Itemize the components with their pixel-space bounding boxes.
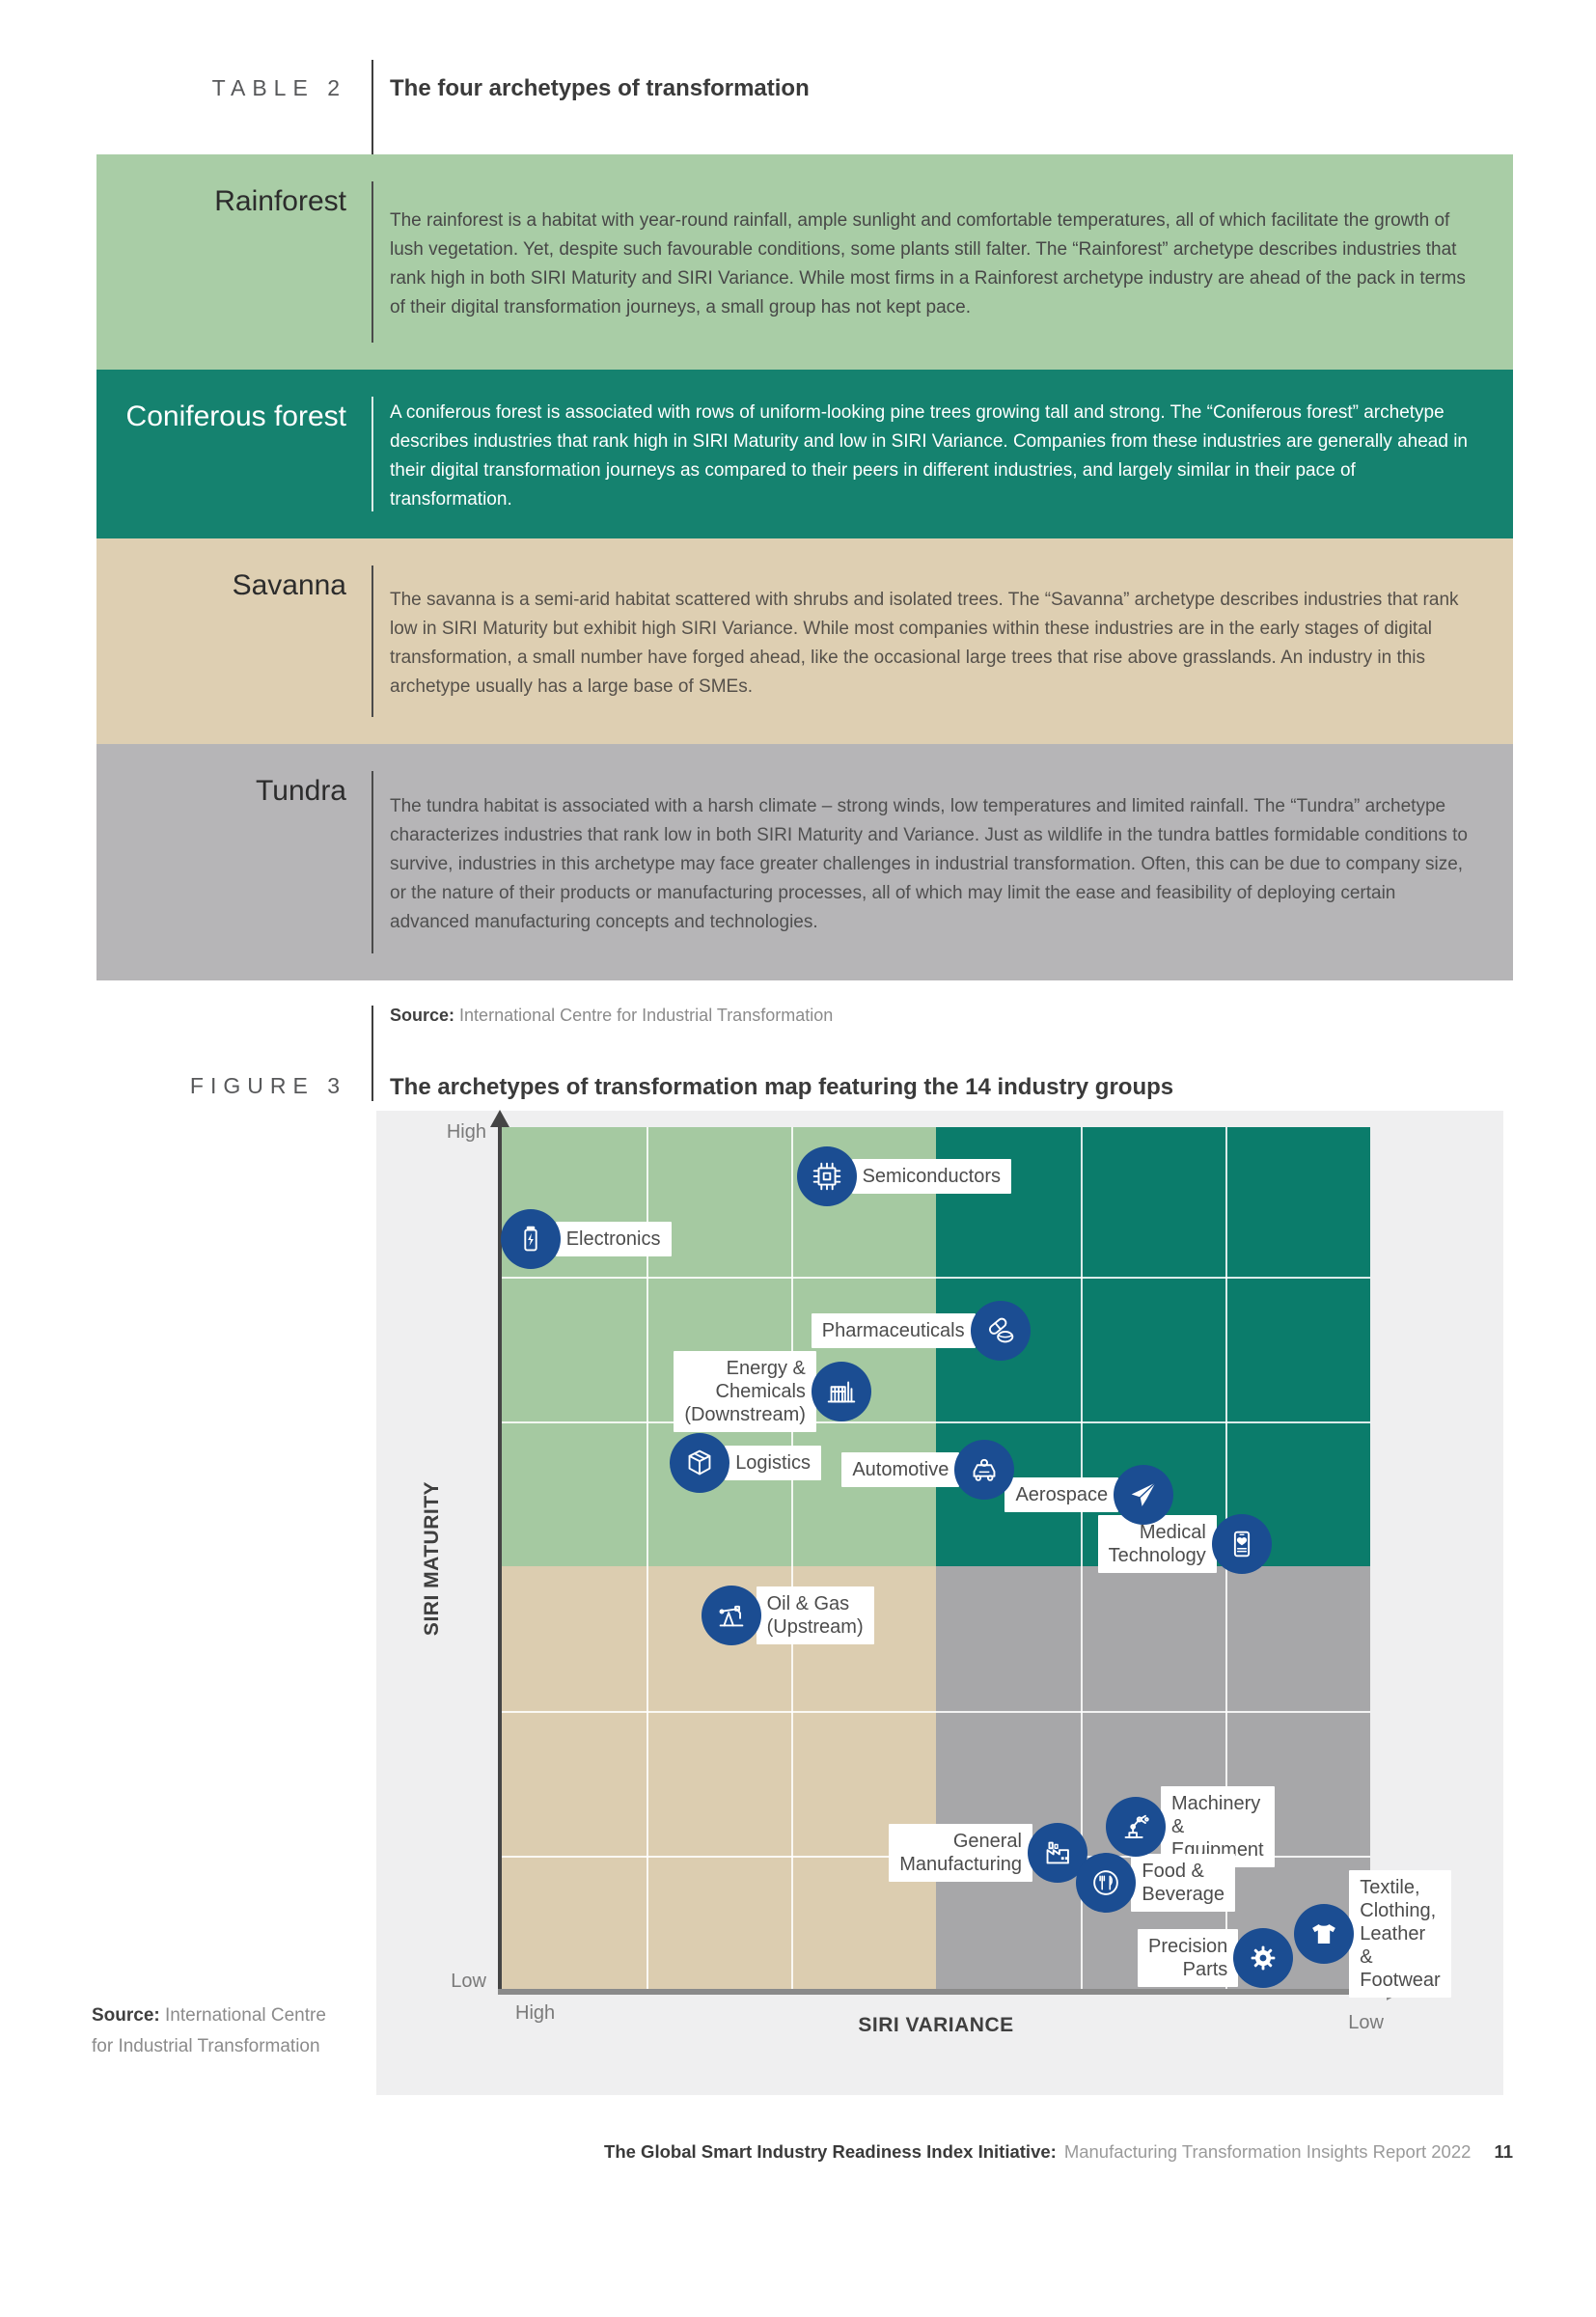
- gridline: [647, 1127, 648, 1989]
- table-row-tundra: Tundra The tundra habitat is associated w…: [96, 744, 1513, 980]
- row-divider-line: [371, 771, 373, 953]
- source-label: Source:: [92, 2005, 160, 2026]
- figure3-source: Source: International Centre for Industr…: [92, 2000, 326, 2062]
- gridline: [502, 1711, 1370, 1714]
- y-axis-title: SIRI MATURITY: [421, 1480, 443, 1636]
- industry-label: Automotive: [841, 1452, 960, 1488]
- report-page: { "table2": { "tag": "TABLE 2", "title":…: [0, 60, 1596, 2317]
- industry-label: Pharmaceuticals: [811, 1312, 976, 1348]
- source-text-line1: International Centre: [165, 2005, 326, 2026]
- header-divider-line: [371, 1006, 373, 1101]
- industry-label: Food & Beverage: [1131, 1854, 1235, 1913]
- package-icon: [681, 1445, 718, 1481]
- medical-device-icon: [1224, 1526, 1260, 1562]
- industry-marker: [796, 1145, 857, 1206]
- table-row-rainforest: Rainforest The rainforest is a habitat wi…: [96, 154, 1513, 370]
- figure3-title: The archetypes of transformation map fea…: [390, 1074, 1174, 1100]
- footer-report-name: Manufacturing Transformation Insights Re…: [1063, 2141, 1472, 2162]
- x-axis-high-label: High: [515, 2002, 556, 2024]
- chart-panel: High Low High Low SIRI VARIANCE SIRI MAT…: [376, 1110, 1503, 2095]
- industry-marker: [1211, 1514, 1272, 1575]
- industry-label: Energy & Chemicals (Downstream): [674, 1351, 816, 1433]
- pills-icon: [982, 1312, 1019, 1349]
- refinery-icon: [823, 1373, 860, 1410]
- industry-label: Precision Parts: [1138, 1928, 1239, 1987]
- figure3-header: FIGURE 3 Source: International Centre fo…: [96, 1006, 1513, 1101]
- archetype-name: Savanna: [232, 569, 346, 601]
- figure3-wrapper: High Low High Low SIRI VARIANCE SIRI MAT…: [92, 1110, 1513, 2095]
- gridline: [502, 1421, 1370, 1424]
- table2-tag: TABLE 2: [211, 75, 346, 100]
- archetype-description: The rainforest is a habitat with year-ro…: [390, 209, 1466, 317]
- archetype-name: Coniferous forest: [125, 400, 346, 432]
- industry-marker: [811, 1362, 871, 1422]
- industry-marker: [1294, 1903, 1355, 1964]
- archetype-map-plot: High Low High Low SIRI VARIANCE SIRI MAT…: [421, 1110, 1451, 2036]
- oil-pump-icon: [713, 1597, 750, 1634]
- factory-icon: [1039, 1834, 1076, 1871]
- industry-label: Textile, Clothing, Leather & Footwear: [1349, 1869, 1451, 1998]
- row-divider-line: [371, 565, 373, 717]
- tshirt-icon: [1306, 1916, 1342, 1952]
- gear-icon: [1245, 1940, 1281, 1976]
- gridline: [790, 1127, 793, 1989]
- y-axis-high-label: High: [446, 1121, 486, 1143]
- row-divider-line: [371, 397, 373, 511]
- table2-header: TABLE 2 The four archetypes of transform…: [96, 60, 1513, 154]
- industry-marker: [1114, 1465, 1174, 1526]
- industry-marker: [954, 1440, 1015, 1501]
- row-divider-line: [371, 181, 373, 343]
- industry-label: Aerospace: [1004, 1477, 1119, 1513]
- industry-marker: [970, 1300, 1031, 1361]
- industry-marker: [500, 1209, 561, 1270]
- page-footer: The Global Smart Industry Readiness Inde…: [96, 2141, 1513, 2163]
- industry-label: General Manufacturing: [889, 1823, 1032, 1882]
- archetype-table: Rainforest The rainforest is a habitat wi…: [96, 154, 1513, 980]
- source-text-line2: for Industrial Transformation: [92, 2036, 320, 2056]
- industry-marker: [1076, 1853, 1137, 1914]
- x-axis-title: SIRI VARIANCE: [858, 2014, 1014, 2036]
- table-row-coniferous-forest: Coniferous forest A coniferous forest is …: [96, 370, 1513, 538]
- gridline: [1081, 1127, 1083, 1989]
- source-label: Source:: [390, 1006, 455, 1025]
- archetype-description: The tundra habitat is associated with a …: [390, 795, 1468, 932]
- robot-arm-icon: [1117, 1808, 1154, 1845]
- industry-marker: [701, 1586, 761, 1646]
- car-icon: [966, 1451, 1003, 1488]
- archetype-name: Rainforest: [214, 185, 346, 217]
- industry-label: Electronics: [555, 1222, 672, 1257]
- industry-marker: [670, 1433, 730, 1494]
- header-divider-line: [371, 60, 373, 154]
- battery-icon: [512, 1221, 549, 1257]
- archetype-description: A coniferous forest is associated with r…: [390, 401, 1468, 510]
- gridline: [502, 1277, 1370, 1280]
- archetype-description: The savanna is a semi-arid habitat scatt…: [390, 589, 1459, 697]
- industry-label: Logistics: [725, 1446, 821, 1481]
- footer-report-series: The Global Smart Industry Readiness Inde…: [604, 2141, 1057, 2162]
- page-number: 11: [1494, 2141, 1513, 2162]
- table2-source: Source: International Centre for Industr…: [390, 1006, 1513, 1026]
- industry-label: Semiconductors: [851, 1158, 1011, 1194]
- source-text: International Centre for Industrial Tran…: [459, 1006, 834, 1025]
- table2-title: The four archetypes of transformation: [390, 75, 810, 101]
- industry-label: Medical Technology: [1097, 1515, 1217, 1574]
- airplane-icon: [1125, 1476, 1162, 1513]
- industry-marker: [1233, 1927, 1294, 1988]
- table-row-savanna: Savanna The savanna is a semi-arid habita…: [96, 538, 1513, 744]
- y-axis-line: [490, 1110, 509, 1989]
- cutlery-icon: [1087, 1864, 1124, 1901]
- figure3-tag: FIGURE 3: [189, 1073, 346, 1098]
- x-axis-low-label: Low: [1348, 2012, 1384, 2033]
- y-axis-low-label: Low: [451, 1971, 486, 1992]
- industry-label: Oil & Gas (Upstream): [756, 1586, 874, 1645]
- chip-icon: [809, 1158, 845, 1195]
- industry-marker: [1106, 1797, 1166, 1858]
- y-axis-arrow-icon: [490, 1110, 509, 1127]
- x-axis-line: [498, 1983, 1402, 2000]
- archetype-name: Tundra: [256, 775, 346, 807]
